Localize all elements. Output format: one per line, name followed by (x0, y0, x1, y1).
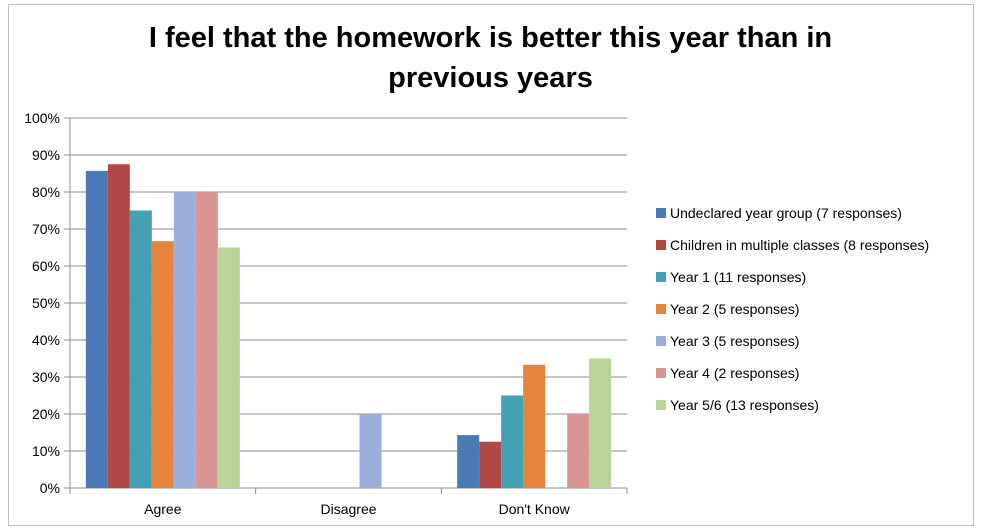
y-tick-label: 70% (32, 221, 60, 237)
bar (567, 414, 590, 488)
y-tick-label: 30% (32, 369, 60, 385)
legend-swatch (656, 304, 666, 314)
y-tick-label: 20% (32, 406, 60, 422)
bar (479, 441, 502, 488)
chart-title-line-1: I feel that the homework is better this … (148, 22, 833, 54)
x-tick-label: Disagree (320, 501, 376, 517)
x-tick-label: Agree (144, 501, 182, 517)
bar (217, 247, 240, 488)
y-tick-label: 40% (32, 332, 60, 348)
y-tick-label: 60% (32, 258, 60, 274)
legend-swatch (656, 336, 666, 346)
y-tick-label: 100% (24, 110, 60, 126)
bar (107, 164, 130, 488)
legend-label: Year 5/6 (13 responses) (670, 397, 819, 413)
bar (589, 358, 612, 488)
bar (501, 395, 524, 488)
bar (523, 364, 546, 488)
bar (195, 192, 218, 488)
bar (151, 241, 174, 488)
legend-label: Year 1 (11 responses) (670, 269, 806, 285)
y-tick-label: 10% (32, 443, 60, 459)
legend-swatch (656, 368, 666, 378)
legend-swatch (656, 400, 666, 410)
y-tick-label: 90% (32, 147, 60, 163)
bar (359, 414, 382, 488)
legend-swatch (656, 208, 666, 218)
legend-label: Undeclared year group (7 responses) (670, 205, 902, 221)
x-tick-label: Don't Know (499, 501, 571, 517)
legend-label: Year 2 (5 responses) (670, 301, 799, 317)
legend-label: Year 4 (2 responses) (670, 365, 799, 381)
legend-label: Year 3 (5 responses) (670, 333, 799, 349)
bar (129, 210, 152, 488)
bar (85, 170, 108, 488)
legend-label: Children in multiple classes (8 response… (670, 237, 929, 253)
bar (173, 192, 196, 488)
chart-title: I feel that the homework is better this … (0, 18, 981, 98)
y-tick-label: 50% (32, 295, 60, 311)
chart-title-line-2: previous years (388, 62, 593, 94)
legend-swatch (656, 240, 666, 250)
bar (457, 435, 480, 488)
y-tick-label: 0% (40, 480, 60, 496)
y-tick-label: 80% (32, 184, 60, 200)
legend-swatch (656, 272, 666, 282)
